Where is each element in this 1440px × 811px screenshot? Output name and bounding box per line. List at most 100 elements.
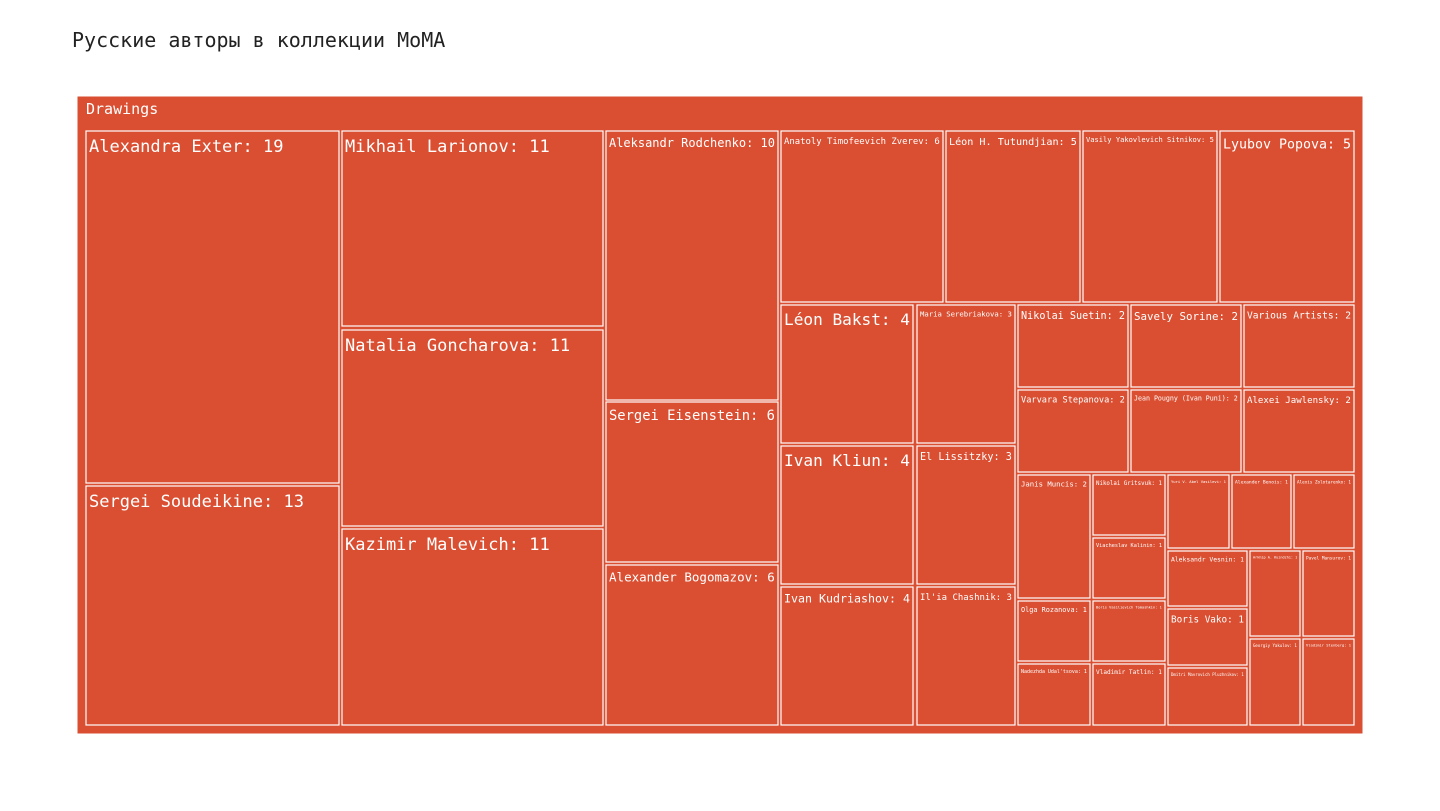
treemap-cell-alexei-jawlensky[interactable]: Alexei Jawlensky: 2 — [1243, 389, 1355, 473]
treemap-rect-various-artists — [1243, 304, 1355, 388]
treemap-cell-boris-vako[interactable]: Boris Vako: 1 — [1167, 608, 1248, 666]
treemap-label-leon-h-tutundjian: Léon H. Tutundjian: 5 — [949, 136, 1077, 148]
treemap-cell-various-artists[interactable]: Various Artists: 2 — [1243, 304, 1355, 388]
treemap-rect-boris-vako — [1167, 608, 1248, 666]
treemap-cell-janis-muncis[interactable]: Janis Muncis: 2 — [1017, 474, 1091, 599]
treemap-label-nikolai-gritsvuk: Nikolai Gritsvuk: 1 — [1096, 481, 1162, 487]
treemap-label-ivan-kliun: Ivan Kliun: 4 — [784, 451, 910, 470]
treemap-rect-olga-rozanova — [1017, 600, 1091, 662]
treemap-cell-georgiy-yakulov[interactable]: Georgiy Yakulov: 1 — [1249, 638, 1301, 726]
treemap-label-el-lissitzky: El Lissitzky: 3 — [920, 452, 1012, 463]
treemap-cell-savely-sorine[interactable]: Savely Sorine: 2 — [1130, 304, 1242, 388]
treemap-cell-viacheslav-kalinin[interactable]: Viacheslav Kalinin: 1 — [1092, 537, 1166, 599]
treemap-cell-dmitri-mavrovich-pluzhnikov[interactable]: Dmitri Mavrovich Pluzhnikov: 1 — [1167, 667, 1248, 726]
treemap-cell-lyubov-popova[interactable]: Lyubov Popova: 5 — [1219, 130, 1355, 303]
treemap-label-sergei-soudeikine: Sergei Soudeikine: 13 — [89, 492, 304, 512]
treemap-cell-kazimir-malevich[interactable]: Kazimir Malevich: 11 — [341, 528, 604, 726]
treemap-cell-vladimir-tatlin[interactable]: Vladimir Tatlin: 1 — [1092, 663, 1166, 726]
treemap-label-georgiy-yakulov: Georgiy Yakulov: 1 — [1253, 643, 1297, 648]
treemap-label-various-artists: Various Artists: 2 — [1247, 311, 1351, 322]
treemap-cell-il-ia-chashnik[interactable]: Il'ia Chashnik: 3 — [916, 586, 1016, 726]
treemap-rect-vasily-yakovlevich-sitnikov — [1082, 130, 1218, 303]
treemap-cell-mikhail-larionov[interactable]: Mikhail Larionov: 11 — [341, 130, 604, 327]
treemap-label-il-ia-chashnik: Il'ia Chashnik: 3 — [920, 593, 1012, 603]
treemap-rect-janis-muncis — [1017, 474, 1091, 599]
treemap-rect-savely-sorine — [1130, 304, 1242, 388]
treemap-cell-alexis-zolotarenko[interactable]: Alexis Zolotarenko: 1 — [1293, 474, 1355, 549]
treemap-rect-lyubov-popova — [1219, 130, 1355, 303]
treemap-cell-boris-vasilievich-tomashkin[interactable]: Boris Vasilievich Tomashkin: 1 — [1092, 600, 1166, 662]
treemap-rect-il-ia-chashnik — [916, 586, 1016, 726]
treemap-rect-alexis-zolotarenko — [1293, 474, 1355, 549]
treemap-cell-pavel-mansurov[interactable]: Pavel Mansurov: 1 — [1302, 550, 1355, 637]
treemap-cell-arkhip-a-kuindzhi[interactable]: Arkhip A. Kuindzhi: 1 — [1249, 550, 1301, 637]
treemap-rect-leon-h-tutundjian — [945, 130, 1081, 303]
treemap-rect-aleksandr-rodchenko — [605, 130, 779, 401]
treemap-rect-leon-bakst — [780, 304, 914, 444]
treemap-label-kazimir-malevich: Kazimir Malevich: 11 — [345, 535, 550, 555]
treemap-rect-alexandra-exter — [85, 130, 340, 484]
treemap-rect-anatoly-timofeevich-zverev — [780, 130, 944, 303]
treemap-rect-maria-serebriakova — [916, 304, 1016, 444]
treemap-label-vladimir-tatlin: Vladimir Tatlin: 1 — [1096, 669, 1162, 676]
treemap-cell-jean-pougny-ivan-puni[interactable]: Jean Pougny (Ivan Puni): 2 — [1130, 389, 1242, 473]
treemap-cell-ivan-kliun[interactable]: Ivan Kliun: 4 — [780, 445, 914, 585]
treemap-cell-leon-h-tutundjian[interactable]: Léon H. Tutundjian: 5 — [945, 130, 1081, 303]
treemap-rect-nikolai-gritsvuk — [1092, 474, 1166, 536]
treemap-rect-mikhail-larionov — [341, 130, 604, 327]
treemap-rect-boris-vasilievich-tomashkin — [1092, 600, 1166, 662]
treemap-rect-alexei-jawlensky — [1243, 389, 1355, 473]
treemap-label-sergei-eisenstein: Sergei Eisenstein: 6 — [609, 408, 775, 424]
treemap-cell-nikolai-gritsvuk[interactable]: Nikolai Gritsvuk: 1 — [1092, 474, 1166, 536]
treemap-label-vasily-yakovlevich-sitnikov: Vasily Yakovlevich Sitnikov: 5 — [1086, 135, 1214, 144]
treemap-rect-viacheslav-kalinin — [1092, 537, 1166, 599]
treemap-label-alexander-benois: Alexander Benois: 1 — [1235, 480, 1288, 486]
treemap-label-vladimir-stenberg: Vladimir Stenberg: 1 — [1306, 644, 1351, 648]
treemap-label-alexei-jawlensky: Alexei Jawlensky: 2 — [1247, 396, 1351, 406]
treemap-cell-varvara-stepanova[interactable]: Varvara Stepanova: 2 — [1017, 389, 1129, 473]
treemap-cell-ivan-kudriashov[interactable]: Ivan Kudriashov: 4 — [780, 586, 914, 726]
treemap-rect-pavel-mansurov — [1302, 550, 1355, 637]
treemap-label-janis-muncis: Janis Muncis: 2 — [1021, 479, 1087, 488]
treemap-rect-yuri-v-abel-vasilevi — [1167, 474, 1230, 549]
treemap-label-nadezhda-udal-tsova: Nadezhda Udal'tsova: 1 — [1021, 669, 1087, 675]
treemap-rect-georgiy-yakulov — [1249, 638, 1301, 726]
treemap-cell-alexandra-exter[interactable]: Alexandra Exter: 19 — [85, 130, 340, 484]
treemap-cell-anatoly-timofeevich-zverev[interactable]: Anatoly Timofeevich Zverev: 6 — [780, 130, 944, 303]
treemap-label-aleksandr-rodchenko: Aleksandr Rodchenko: 10 — [609, 136, 775, 150]
treemap-cell-yuri-v-abel-vasilevi[interactable]: Yuri V. Abel Vasilevi: 1 — [1167, 474, 1230, 549]
treemap-cell-alexander-benois[interactable]: Alexander Benois: 1 — [1231, 474, 1292, 549]
treemap-rect-varvara-stepanova — [1017, 389, 1129, 473]
treemap-label-nikolai-suetin: Nikolai Suetin: 2 — [1021, 311, 1125, 322]
treemap-label-mikhail-larionov: Mikhail Larionov: 11 — [345, 137, 550, 157]
treemap-cell-vladimir-stenberg[interactable]: Vladimir Stenberg: 1 — [1302, 638, 1355, 726]
treemap-rect-alexander-benois — [1231, 474, 1292, 549]
treemap-rect-dmitri-mavrovich-pluzhnikov — [1167, 667, 1248, 726]
treemap-cell-aleksandr-rodchenko[interactable]: Aleksandr Rodchenko: 10 — [605, 130, 779, 401]
treemap-cell-nikolai-suetin[interactable]: Nikolai Suetin: 2 — [1017, 304, 1129, 388]
treemap-cell-nadezhda-udal-tsova[interactable]: Nadezhda Udal'tsova: 1 — [1017, 663, 1091, 726]
treemap-cell-olga-rozanova[interactable]: Olga Rozanova: 1 — [1017, 600, 1091, 662]
treemap-label-yuri-v-abel-vasilevi: Yuri V. Abel Vasilevi: 1 — [1171, 479, 1227, 484]
treemap-rect-vladimir-stenberg — [1302, 638, 1355, 726]
treemap-cell-el-lissitzky[interactable]: El Lissitzky: 3 — [916, 445, 1016, 585]
treemap-cell-maria-serebriakova[interactable]: Maria Serebriakova: 3 — [916, 304, 1016, 444]
treemap-cell-natalia-goncharova[interactable]: Natalia Goncharova: 11 — [341, 329, 604, 527]
treemap-label-alexandra-exter: Alexandra Exter: 19 — [89, 137, 283, 157]
treemap-rect-nadezhda-udal-tsova — [1017, 663, 1091, 726]
treemap-cell-alexander-bogomazov[interactable]: Alexander Bogomazov: 6 — [605, 564, 779, 726]
treemap-rect-aleksandr-vesnin — [1167, 550, 1248, 607]
treemap-cell-vasily-yakovlevich-sitnikov[interactable]: Vasily Yakovlevich Sitnikov: 5 — [1082, 130, 1218, 303]
treemap-cell-aleksandr-vesnin[interactable]: Aleksandr Vesnin: 1 — [1167, 550, 1248, 607]
treemap-rect-kazimir-malevich — [341, 528, 604, 726]
treemap-label-dmitri-mavrovich-pluzhnikov: Dmitri Mavrovich Pluzhnikov: 1 — [1171, 672, 1244, 677]
treemap-cell-sergei-eisenstein[interactable]: Sergei Eisenstein: 6 — [605, 401, 779, 563]
treemap-label-maria-serebriakova: Maria Serebriakova: 3 — [920, 309, 1012, 318]
group-label-drawings: Drawings — [86, 100, 158, 118]
treemap-rect-nikolai-suetin — [1017, 304, 1129, 388]
treemap-cell-sergei-soudeikine[interactable]: Sergei Soudeikine: 13 — [85, 485, 340, 726]
treemap-label-anatoly-timofeevich-zverev: Anatoly Timofeevich Zverev: 6 — [784, 137, 940, 147]
treemap-cell-leon-bakst[interactable]: Léon Bakst: 4 — [780, 304, 914, 444]
treemap-label-alexis-zolotarenko: Alexis Zolotarenko: 1 — [1297, 479, 1351, 485]
treemap-rect-sergei-soudeikine — [85, 485, 340, 726]
